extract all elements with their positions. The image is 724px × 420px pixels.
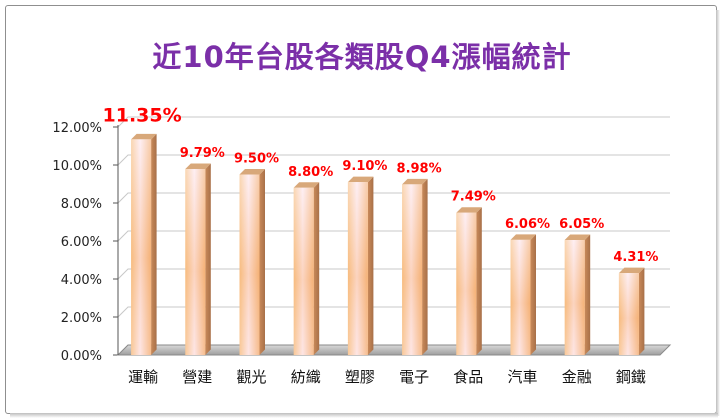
bar-shading — [564, 240, 585, 355]
data-label: 8.80% — [288, 165, 333, 180]
bar-shading — [402, 184, 423, 355]
data-label: 6.06% — [505, 217, 550, 232]
data-label: 7.49% — [451, 190, 496, 205]
data-labels: 11.35% 9.79% 9.50% 8.80% 9.10% 8.98% 7.49% 6.06… — [103, 104, 659, 265]
y-tick-label: 6.00% — [61, 235, 102, 250]
bar-top — [510, 234, 536, 240]
x-tick-label: 紡織 — [291, 368, 321, 386]
data-label: 9.50% — [234, 152, 279, 167]
bar-side — [530, 234, 536, 355]
y-tick-label: 4.00% — [61, 273, 102, 288]
bar-shading — [456, 212, 477, 355]
bar-side — [476, 207, 482, 355]
bar-shading — [131, 139, 152, 355]
data-label: 8.98% — [397, 161, 442, 176]
gridline — [117, 306, 670, 318]
data-label: 6.05% — [559, 217, 604, 232]
bar-top — [347, 176, 374, 183]
x-tick-label: 食品 — [453, 368, 483, 386]
bar-side — [584, 234, 591, 355]
x-tick-label: 運輸 — [128, 368, 158, 386]
bar-top — [131, 133, 157, 140]
bar-shading — [347, 182, 368, 355]
bar-side — [205, 163, 211, 355]
x-tick-label: 汽車 — [507, 368, 537, 386]
x-tick-label: 鋼鐵 — [616, 368, 646, 386]
data-label: 9.79% — [180, 146, 225, 161]
data-label: 11.35% — [103, 104, 182, 126]
gridline — [117, 192, 670, 204]
bar-side — [367, 176, 374, 355]
bar-side — [313, 182, 320, 355]
x-tick-label: 觀光 — [236, 368, 266, 386]
y-tick-label: 2.00% — [61, 311, 102, 326]
gridline — [117, 268, 670, 280]
gridline — [117, 116, 670, 128]
gridline — [117, 230, 670, 242]
y-tick-label: 12.00% — [52, 121, 102, 136]
bar-shading — [239, 174, 260, 355]
bar-top — [402, 178, 428, 185]
y-tick-label: 8.00% — [61, 197, 102, 212]
x-tick-label: 金融 — [562, 368, 592, 386]
bar-top — [185, 163, 211, 169]
data-label: 4.31% — [613, 250, 658, 265]
bar-side — [638, 267, 645, 355]
bar-side — [259, 169, 265, 355]
y-tick-label: 0.00% — [61, 349, 102, 364]
bar-shading — [185, 168, 206, 355]
data-label: 9.10% — [342, 159, 387, 174]
bar-side — [422, 178, 428, 355]
bar-top — [564, 234, 591, 241]
x-tick-label: 營建 — [182, 368, 212, 386]
chart-title: 近10年台股各類股Q4漲幅統計 — [152, 40, 572, 74]
bar-top — [456, 207, 482, 213]
bar-shading — [293, 187, 314, 355]
x-tick-label: 電子 — [399, 368, 429, 386]
bar-top — [293, 182, 320, 188]
bar-top — [618, 267, 645, 274]
frame-shadow-bottom — [10, 413, 718, 418]
y-tick-label: 10.00% — [52, 159, 102, 174]
x-tick-label: 塑膠 — [345, 368, 375, 386]
bar-shading — [618, 273, 639, 355]
bar-side — [151, 133, 157, 355]
bars — [131, 133, 645, 355]
frame-shadow-right — [716, 10, 720, 416]
gridline — [117, 154, 670, 166]
bar-top — [239, 169, 265, 175]
bar-shading — [510, 239, 531, 355]
